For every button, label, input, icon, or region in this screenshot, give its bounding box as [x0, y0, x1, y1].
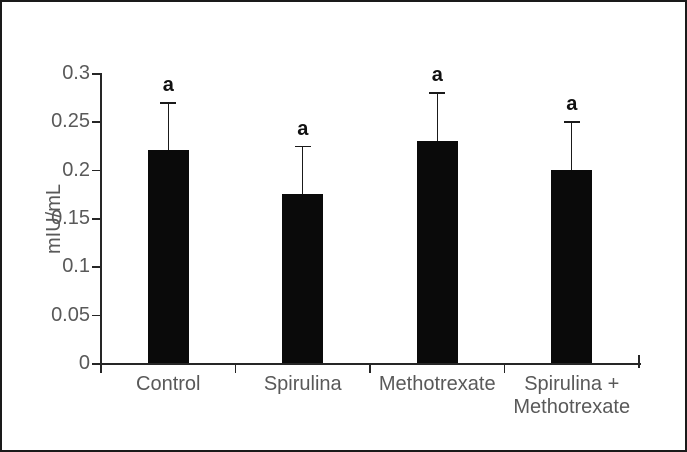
y-axis-tick [92, 121, 100, 123]
x-axis-tick [503, 364, 506, 373]
error-bar [167, 102, 169, 151]
y-tick-label: 0.1 [62, 255, 90, 278]
error-bar-cap [294, 145, 311, 148]
x-tick-label: Methotrexate [378, 373, 496, 395]
bar [416, 140, 458, 363]
x-axis-line [100, 363, 641, 365]
y-axis-tick [92, 218, 100, 220]
y-tick-label: 0.2 [62, 158, 90, 181]
y-axis-tick [92, 314, 100, 317]
error-bar [571, 121, 573, 170]
error-bar-cap [563, 121, 580, 123]
bar [282, 193, 324, 363]
error-bar-cap [429, 92, 446, 94]
y-axis-tick [92, 266, 100, 268]
significance-label: a [297, 117, 309, 140]
significance-label: a [162, 74, 174, 96]
error-bar [436, 92, 438, 141]
x-axis-tick [234, 364, 237, 373]
significance-label: a [431, 64, 443, 87]
x-tick-label: Spirulina + Methotrexate [513, 373, 631, 418]
bar [147, 150, 189, 363]
y-axis-line [100, 73, 102, 365]
y-tick-label: 0.05 [51, 303, 90, 326]
y-axis-tick [92, 169, 100, 172]
x-tick-label: Spirulina [263, 373, 342, 395]
y-tick-label: 0.15 [51, 207, 90, 229]
x-axis-tick [369, 364, 371, 373]
x-axis-tick [100, 364, 102, 373]
x-tick-label: Control [136, 373, 201, 395]
bar [551, 169, 593, 363]
x-axis-tick [638, 355, 640, 368]
y-tick-label: 0 [78, 352, 90, 374]
y-tick-label: 0.3 [62, 62, 90, 84]
y-axis-tick [92, 73, 100, 75]
error-bar [302, 145, 304, 194]
error-bar-cap [160, 102, 177, 104]
significance-label: a [566, 93, 578, 116]
y-axis-tick [92, 363, 100, 365]
y-tick-label: 0.25 [51, 110, 90, 133]
